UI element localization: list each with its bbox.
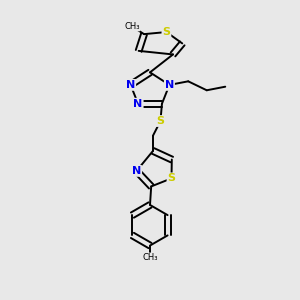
Text: S: S [167,173,175,183]
Text: S: S [162,27,170,37]
Text: CH₃: CH₃ [142,253,158,262]
Text: N: N [132,166,141,176]
Text: N: N [134,99,143,109]
Text: N: N [126,80,135,90]
Text: N: N [165,80,174,90]
Text: S: S [157,116,164,126]
Text: CH₃: CH₃ [124,22,140,31]
